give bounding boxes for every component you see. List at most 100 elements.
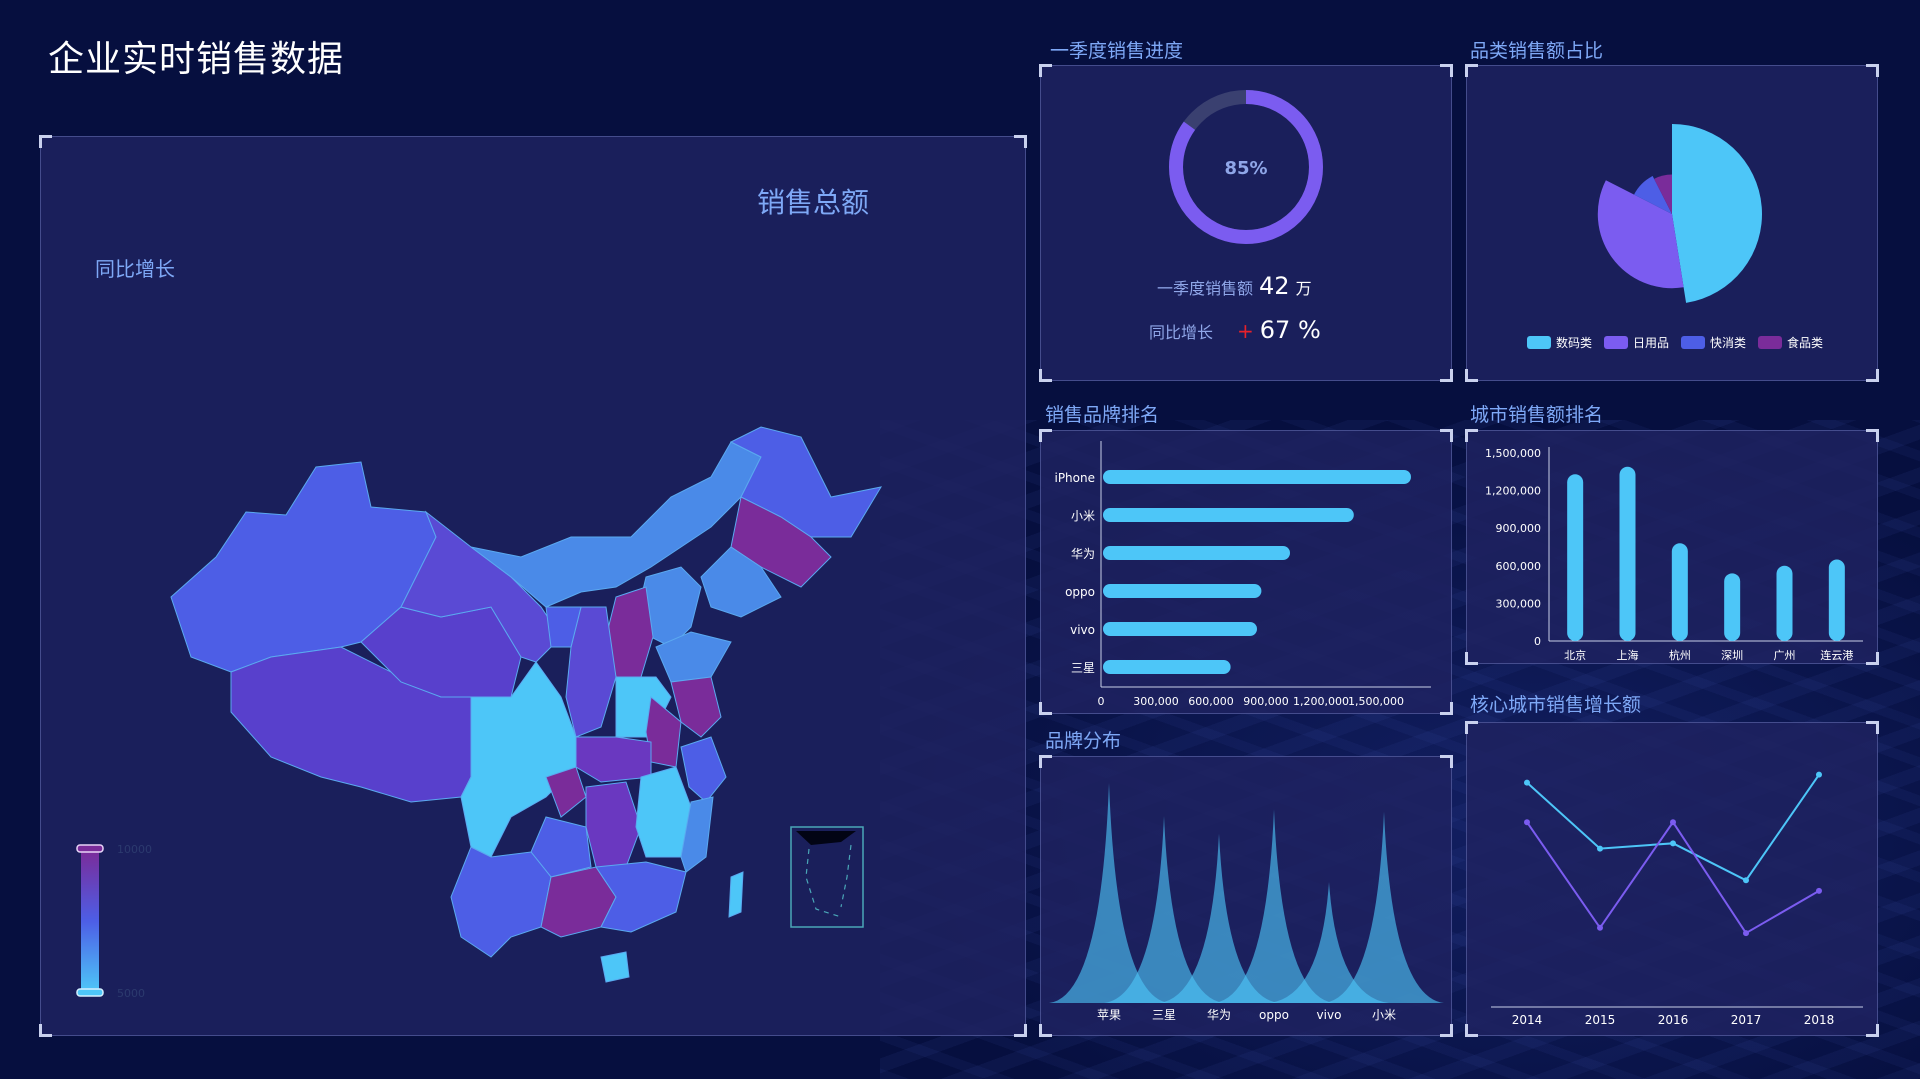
spike-0[interactable] <box>1049 783 1169 1003</box>
bar-5[interactable] <box>1103 660 1231 674</box>
x-tick-4: 1,200,000 <box>1293 695 1349 708</box>
category-pie[interactable] <box>1467 66 1879 382</box>
pie-slice-1[interactable] <box>1597 180 1684 289</box>
city-rank-title: 城市销售额排名 <box>1470 404 1604 426</box>
bar-1[interactable] <box>1619 466 1636 641</box>
province-guizhou <box>530 816 592 878</box>
q1-amount: 一季度销售额 42 万 <box>1157 272 1312 300</box>
bar-5[interactable] <box>1828 559 1845 641</box>
x-tick-0: 北京 <box>1564 648 1586 662</box>
province-fujian <box>680 796 714 873</box>
bar-label-2: 华为 <box>1071 547 1095 561</box>
y-tick-4: 1,200,000 <box>1485 485 1541 498</box>
spike-2[interactable] <box>1159 833 1279 1003</box>
spike-4[interactable] <box>1269 882 1389 1003</box>
x-tick-5: 小米 <box>1372 1008 1396 1022</box>
y-tick-3: 900,000 <box>1496 522 1542 535</box>
province-heilongjiang <box>729 426 883 538</box>
legend-item-2[interactable]: 快消类 <box>1681 334 1746 351</box>
legend-swatch <box>1604 336 1629 349</box>
bar-1[interactable] <box>1103 508 1354 522</box>
series-0-point-0[interactable] <box>1524 779 1530 786</box>
legend-label: 数码类 <box>1556 336 1593 350</box>
visual-map-max: 10000 <box>117 843 152 856</box>
bar-4[interactable] <box>1776 565 1793 641</box>
province-liaoning <box>700 546 782 618</box>
legend-item-3[interactable]: 食品类 <box>1758 334 1823 351</box>
province-taiwan <box>728 871 744 918</box>
province-guangdong <box>595 861 687 933</box>
province-shandong <box>655 631 732 683</box>
y-tick-2: 600,000 <box>1496 560 1542 573</box>
x-tick-3: 深圳 <box>1721 649 1743 662</box>
city-growth-panel: 2014 2015 2016 2017 2018 <box>1465 721 1879 1037</box>
bar-2[interactable] <box>1103 546 1290 560</box>
category-title: 品类销售额占比 <box>1470 40 1604 62</box>
x-tick-3: 900,000 <box>1243 695 1289 708</box>
city-rank-chart[interactable]: 0 300,000 600,000 900,000 1,200,000 1,500,000… <box>1467 431 1879 665</box>
bar-3[interactable] <box>1724 573 1741 641</box>
map-subtitle: 同比增长 <box>95 257 175 281</box>
series-0-point-2[interactable] <box>1670 840 1676 847</box>
spike-3[interactable] <box>1214 809 1334 1003</box>
x-tick-4: 广州 <box>1774 649 1796 662</box>
x-tick-4: 2018 <box>1804 1013 1835 1027</box>
bar-4[interactable] <box>1103 622 1257 636</box>
brand-dist-title: 品牌分布 <box>1045 730 1122 752</box>
brand-dist-chart[interactable]: 苹果 三星 华为 oppo vivo 小米 <box>1041 757 1453 1037</box>
bar-3[interactable] <box>1103 584 1262 598</box>
y-tick-5: 1,500,000 <box>1485 447 1541 460</box>
series-1-point-4[interactable] <box>1816 887 1822 894</box>
bar-0[interactable] <box>1567 474 1584 641</box>
legend-swatch <box>1681 336 1706 349</box>
spike-5[interactable] <box>1324 811 1444 1003</box>
series-1-point-0[interactable] <box>1524 819 1530 826</box>
series-0-point-1[interactable] <box>1597 845 1603 852</box>
legend-item-0[interactable]: 数码类 <box>1527 334 1592 351</box>
city-growth-chart[interactable]: 2014 2015 2016 2017 2018 <box>1467 723 1879 1037</box>
progress-ring: 85% <box>1169 90 1323 244</box>
q1-panel: 85% 一季度销售额 42 万 同比增长 +67 % <box>1039 64 1453 382</box>
x-tick-1: 上海 <box>1617 648 1639 662</box>
china-map[interactable] <box>41 137 1027 1037</box>
series-1-point-3[interactable] <box>1743 930 1749 937</box>
category-legend: 数码类 日用品 快消类 食品类 <box>1527 334 1823 351</box>
pie-slice-3[interactable] <box>1654 174 1672 214</box>
progress-label: 85% <box>1224 158 1267 179</box>
progress-ring-arc <box>1169 90 1323 244</box>
bar-0[interactable] <box>1103 470 1411 484</box>
pie-slice-2[interactable] <box>1634 176 1672 214</box>
bar-label-5: 三星 <box>1071 661 1095 675</box>
x-tick-5: 1,500,000 <box>1348 695 1404 708</box>
legend-label: 快消类 <box>1710 336 1747 350</box>
series-1-point-1[interactable] <box>1597 924 1603 931</box>
legend-swatch <box>1527 336 1551 349</box>
brand-dist-panel: 苹果 三星 华为 oppo vivo 小米 <box>1039 755 1453 1037</box>
series-line-0[interactable] <box>1526 774 1820 882</box>
spike-1[interactable] <box>1104 816 1224 1003</box>
province-yunnan <box>450 846 552 958</box>
map-panel: 销售总额 同比增长 <box>39 135 1027 1037</box>
province-ningxia <box>545 606 582 648</box>
pie-slice-0[interactable] <box>1672 124 1762 303</box>
legend-swatch <box>1758 336 1783 349</box>
x-tick-1: 2015 <box>1585 1013 1616 1027</box>
brand-rank-panel: iPhone 小米 华为 oppo vivo 三星 0 300,000 600,000 900,0… <box>1039 429 1453 715</box>
q1-title: 一季度销售进度 <box>1050 40 1184 62</box>
province-hubei <box>575 736 652 783</box>
city-growth-title: 核心城市销售增长额 <box>1470 694 1642 716</box>
visual-map-bar <box>81 851 99 991</box>
series-0-point-3[interactable] <box>1743 877 1749 884</box>
map-title: 销售总额 <box>757 186 870 219</box>
y-tick-1: 300,000 <box>1496 597 1542 610</box>
south-sea-inset <box>790 826 864 928</box>
bar-2[interactable] <box>1671 543 1688 641</box>
series-0-point-4[interactable] <box>1816 771 1822 778</box>
series-1-point-2[interactable] <box>1670 819 1676 826</box>
province-chongqing <box>545 766 587 818</box>
legend-item-1[interactable]: 日用品 <box>1604 334 1669 351</box>
province-jiangsu <box>670 676 722 738</box>
province-anhui <box>645 696 682 768</box>
bar-label-4: vivo <box>1070 623 1095 637</box>
